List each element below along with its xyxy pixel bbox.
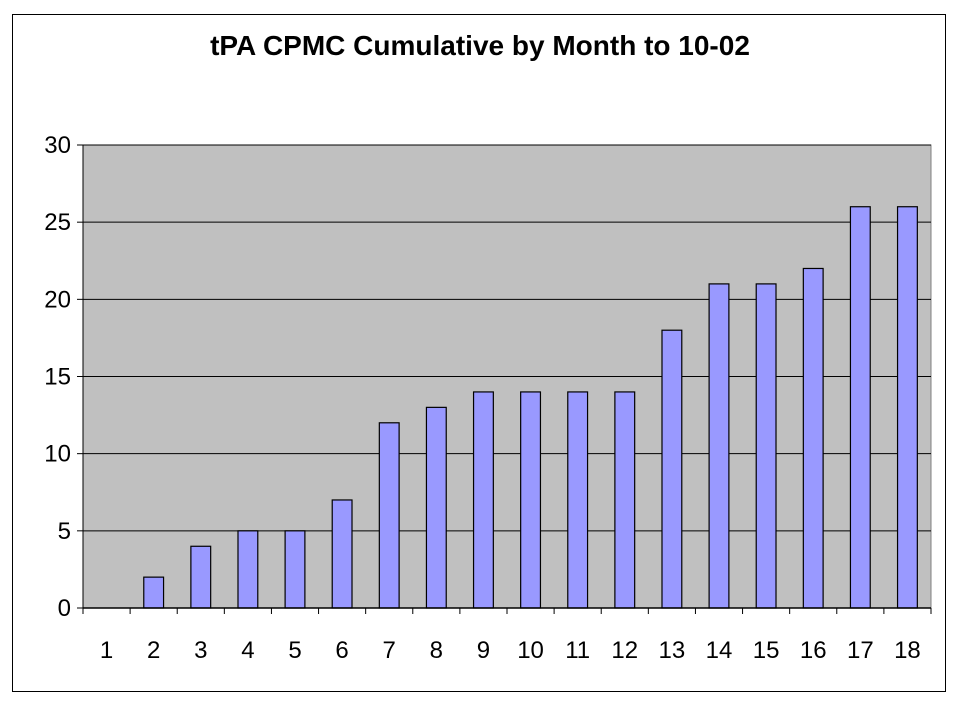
bar-13 (661, 329, 683, 609)
x-tick-label: 1 (100, 637, 113, 664)
x-axis: 1 2 3 4 5 6 7 8 9 10 11 12 13 14 15 16 17 18 (82, 607, 932, 664)
bar-17 (849, 206, 871, 609)
x-tick-label: 2 (147, 637, 160, 664)
bar-18 (896, 206, 918, 609)
y-tick-label: 10 (44, 441, 71, 468)
y-tick-label: 5 (58, 518, 71, 545)
y-tick-label: 15 (44, 364, 71, 391)
x-tick-label: 7 (383, 637, 396, 664)
bar-3 (190, 545, 212, 609)
x-tick-label: 18 (894, 637, 921, 664)
x-tick-label: 11 (565, 637, 590, 664)
bar-15 (755, 283, 777, 609)
bar-11 (567, 391, 589, 609)
bar-5 (284, 530, 306, 609)
x-tick-label: 9 (477, 637, 490, 664)
y-axis: 0 5 10 15 20 25 30 (44, 132, 84, 622)
x-tick-label: 3 (194, 637, 207, 664)
bar-7 (378, 422, 400, 609)
y-tick-label: 0 (58, 595, 71, 622)
bar-6 (331, 499, 353, 609)
bar-2 (143, 576, 165, 609)
bar-12 (614, 391, 636, 609)
y-tick-label: 30 (44, 132, 71, 159)
bar-9 (472, 391, 494, 609)
x-tick-label: 13 (659, 637, 686, 664)
x-tick-label: 10 (517, 637, 544, 664)
x-tick-label: 15 (753, 637, 780, 664)
bar-10 (520, 391, 542, 609)
bars (143, 206, 918, 609)
x-tick-label: 6 (335, 637, 348, 664)
bar-14 (708, 283, 730, 609)
x-tick-label: 4 (241, 637, 254, 664)
y-tick-label: 25 (44, 209, 71, 236)
x-tick-label: 17 (847, 637, 874, 664)
x-tick-label: 5 (288, 637, 301, 664)
x-tick-label: 12 (611, 637, 638, 664)
chart-title: tPA CPMC Cumulative by Month to 10-02 (210, 30, 750, 61)
x-tick-label: 8 (430, 637, 443, 664)
x-tick-label: 16 (800, 637, 827, 664)
y-tick-label: 20 (44, 286, 71, 313)
bar-4 (237, 530, 259, 609)
x-tick-label: 14 (706, 637, 733, 664)
bar-8 (425, 406, 447, 609)
bar-16 (802, 267, 824, 609)
